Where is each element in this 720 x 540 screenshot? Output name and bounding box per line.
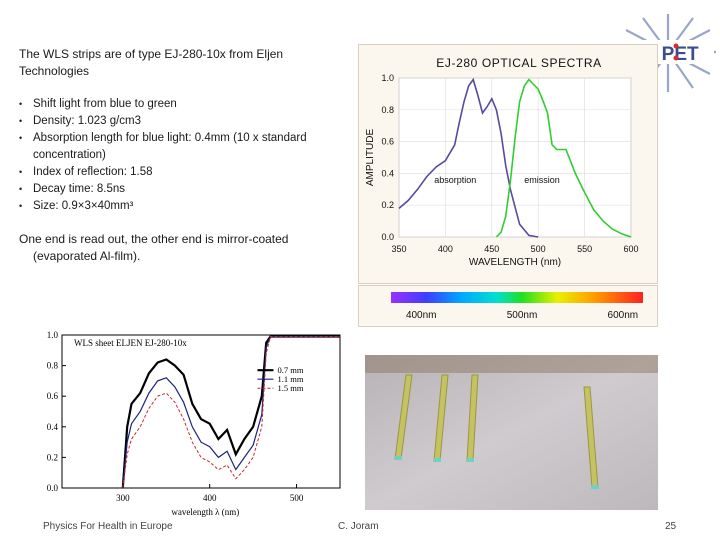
wls-legend-label: 1.1 mm	[277, 374, 303, 384]
wls-x-tick-label: 300	[116, 493, 130, 503]
rainbow-label: 600nm	[608, 310, 639, 321]
readout-line-2: (evaporated Al-film).	[33, 249, 141, 263]
footer-author: C. Joram	[338, 521, 379, 532]
wls-legend-label: 0.7 mm	[277, 365, 303, 375]
wls-sheet-svg: 0.0 0.2 0.4 0.6 0.8 1.0 300 400 500 wavelength λ …	[47, 330, 341, 517]
wls-legend-label: 1.5 mm	[277, 383, 303, 393]
spectra-y-tick-label: 0.4	[381, 168, 394, 178]
spectra-y-tick-label: 0.6	[381, 137, 394, 147]
spectra-series-emission	[495, 78, 632, 238]
spectra-x-tick-label: 500	[531, 244, 546, 254]
bullet-size: Size: 0.9×3×40mm³	[19, 198, 319, 215]
spectra-y-tick-label: 1.0	[381, 73, 394, 83]
spectra-x-tick-label: 400	[438, 244, 453, 254]
wls-chart-title: WLS sheet ELJEN EJ-280-10x	[74, 338, 187, 348]
spectra-y-tick-label: 0.0	[381, 232, 394, 242]
spectra-plot-area	[398, 77, 632, 238]
spectra-title: EJ-280 OPTICAL SPECTRA	[436, 56, 601, 70]
spectra-x-tick-label: 550	[577, 244, 592, 254]
wls-series-line-1	[121, 335, 340, 489]
spectra-x-tick-label: 350	[391, 244, 406, 254]
rainbow-svg: 400nm 500nm 600nm	[391, 292, 643, 321]
readout-line-1: One end is read out, the other end is mi…	[19, 232, 289, 246]
wls-y-tick-label: 0.8	[47, 361, 59, 371]
wls-x-tick-label: 400	[203, 493, 217, 503]
spectra-annotation-emission: emission	[524, 175, 560, 185]
spectra-series-absorption	[398, 77, 539, 238]
wls-strip-1	[394, 374, 413, 460]
bullet-shift-light: Shift light from blue to green	[19, 96, 319, 113]
spectra-y-tick-label: 0.8	[381, 105, 394, 115]
wls-plot-frame	[61, 334, 341, 489]
spectra-y-tick-label: 0.2	[381, 200, 394, 210]
property-list: Shift light from blue to green Density: …	[19, 96, 319, 215]
wls-series-line-2	[122, 335, 340, 489]
rainbow-gradient	[391, 292, 643, 303]
bullet-absorption-length: Absorption length for blue light: 0.4mm …	[19, 130, 319, 164]
wls-y-tick-label: 0.6	[47, 391, 59, 401]
logo-dot-icon	[673, 43, 679, 49]
wls-strip-2	[433, 374, 449, 462]
wls-y-tick-label: 0.4	[47, 422, 59, 432]
wls-y-tick-label: 0.2	[47, 452, 58, 462]
rainbow-label: 500nm	[507, 310, 538, 321]
photo-background	[365, 355, 658, 510]
bullet-density: Density: 1.023 g/cm3	[19, 113, 319, 130]
photo-table-edge	[365, 355, 658, 373]
wls-strip-4	[583, 386, 599, 489]
spectra-x-tick-label: 450	[484, 244, 499, 254]
readout-text: One end is read out, the other end is mi…	[19, 231, 339, 265]
spectra-x-axis-label: WAVELENGTH (nm)	[469, 257, 561, 268]
spectra-y-axis-label: AMPLITUDE	[365, 129, 376, 187]
bullet-decay-time: Decay time: 8.5ns	[19, 181, 319, 198]
wls-y-tick-label: 1.0	[47, 330, 59, 340]
wls-strip-3	[466, 374, 479, 462]
wls-series-line-3	[122, 336, 340, 489]
wls-x-axis-label: wavelength λ (nm)	[171, 507, 239, 517]
footer-page-number: 25	[665, 521, 677, 532]
bullet-index-of-reflection: Index of reflection: 1.58	[19, 164, 319, 181]
intro-text: The WLS strips are of type EJ-280-10x fr…	[19, 47, 284, 78]
wls-y-tick-label: 0.0	[47, 483, 59, 493]
spectra-annotation-absorption: absorption	[434, 175, 476, 185]
rainbow-label: 400nm	[406, 310, 437, 321]
footer-event: Physics For Health in Europe	[43, 521, 173, 532]
wls-x-tick-label: 500	[290, 493, 304, 503]
wavelength-color-bar: 400nm 500nm 600nm	[358, 285, 658, 327]
wls-sheet-chart: 0.0 0.2 0.4 0.6 0.8 1.0 300 400 500 wavelength λ …	[22, 325, 347, 525]
logo-dot-icon-2	[673, 55, 679, 61]
optical-spectra-svg: 350 400 450 500 550 600 0.0 0.2 0.4 0.6 0.8 1.0 EJ-2…	[365, 56, 639, 268]
wls-strips-photo	[365, 355, 658, 510]
spectra-x-tick-label: 600	[623, 244, 638, 254]
optical-spectra-chart: 350 400 450 500 550 600 0.0 0.2 0.4 0.6 0.8 1.0 EJ-2…	[358, 44, 658, 284]
